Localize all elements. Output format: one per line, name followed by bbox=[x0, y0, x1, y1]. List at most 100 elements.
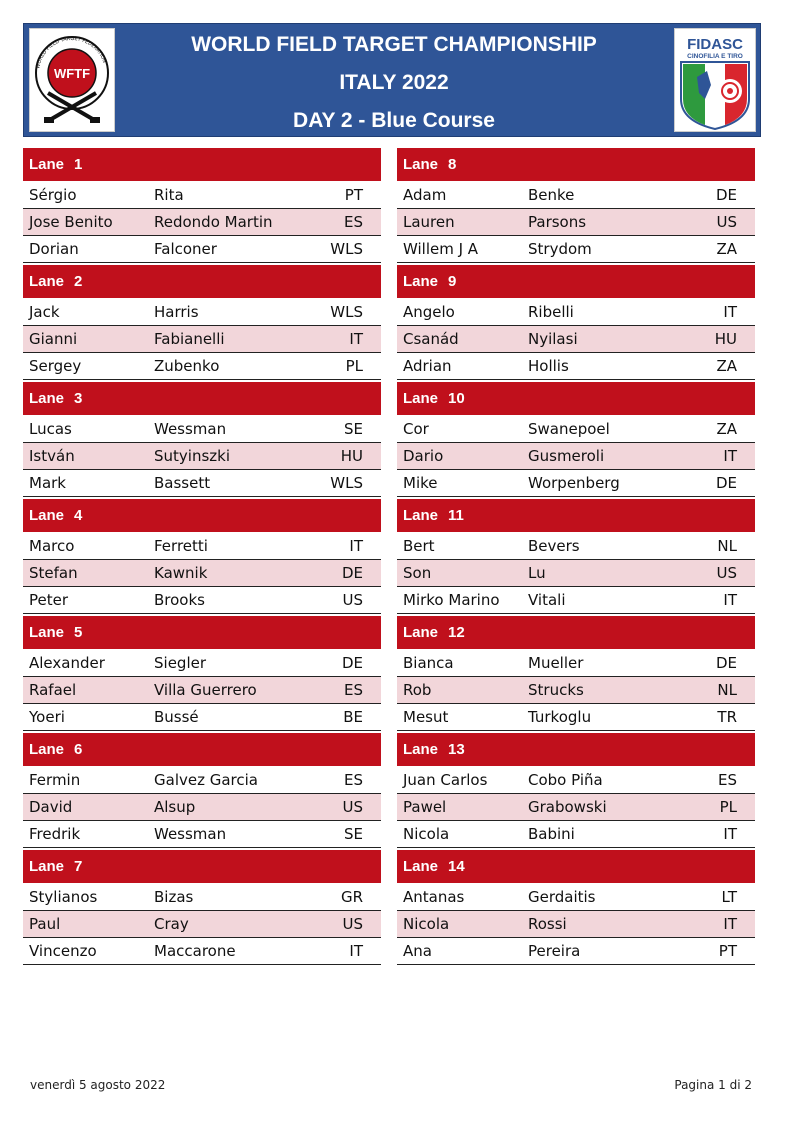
country-code-cell: TR bbox=[717, 708, 737, 726]
last-name-cell: Bevers bbox=[528, 537, 580, 555]
country-code-cell: PT bbox=[718, 942, 737, 960]
country-code-cell: US bbox=[716, 564, 737, 582]
first-name-cell: Dorian bbox=[29, 240, 79, 258]
first-name-cell: Alexander bbox=[29, 654, 105, 672]
lane-block: Lane 4 Marco Ferretti IT Stefan Kawnik DE Peter B… bbox=[23, 499, 381, 614]
country-code-cell: NL bbox=[717, 681, 737, 699]
last-name-cell: Alsup bbox=[154, 798, 196, 816]
title-line-3: DAY 2 - Blue Course bbox=[293, 109, 495, 132]
country-code-cell: ES bbox=[344, 213, 363, 231]
country-code-cell: PL bbox=[719, 798, 737, 816]
table-row: Alexander Siegler DE bbox=[23, 650, 381, 677]
first-name-cell: Jose Benito bbox=[29, 213, 113, 231]
title-line-1: WORLD FIELD TARGET CHAMPIONSHIP bbox=[191, 33, 597, 56]
country-code-cell: ES bbox=[344, 771, 363, 789]
table-row: Fredrik Wessman SE bbox=[23, 821, 381, 848]
lane-label: Lane bbox=[29, 390, 65, 407]
first-name-cell: Ana bbox=[403, 942, 432, 960]
lane-number: 7 bbox=[74, 858, 83, 875]
lane-header: Lane 5 bbox=[23, 616, 381, 649]
last-name-cell: Gusmeroli bbox=[528, 447, 605, 465]
first-name-cell: Jack bbox=[29, 303, 60, 321]
country-code-cell: US bbox=[342, 798, 363, 816]
table-row: Mirko Marino Vitali IT bbox=[397, 587, 755, 614]
last-name-cell: Ferretti bbox=[154, 537, 208, 555]
table-row: David Alsup US bbox=[23, 794, 381, 821]
first-name-cell: Peter bbox=[29, 591, 69, 609]
footer-page-number: Pagina 1 di 2 bbox=[674, 1078, 752, 1092]
first-name-cell: Son bbox=[403, 564, 432, 582]
last-name-cell: Parsons bbox=[528, 213, 587, 231]
title-block: WORLD FIELD TARGET CHAMPIONSHIP ITALY 20… bbox=[124, 26, 664, 140]
last-name-cell: Turkoglu bbox=[528, 708, 592, 726]
table-row: Rob Strucks NL bbox=[397, 677, 755, 704]
country-code-cell: LT bbox=[721, 888, 737, 906]
table-row: Juan Carlos Cobo Piña ES bbox=[397, 767, 755, 794]
last-name-cell: Wessman bbox=[154, 420, 227, 438]
country-code-cell: BE bbox=[343, 708, 363, 726]
svg-text:CINOFILIA E TIRO: CINOFILIA E TIRO bbox=[687, 53, 743, 60]
table-row: Sérgio Rita PT bbox=[23, 182, 381, 209]
lane-number: 12 bbox=[448, 624, 465, 641]
table-row: Dorian Falconer WLS bbox=[23, 236, 381, 263]
lane-header: Lane 13 bbox=[397, 733, 755, 766]
first-name-cell: Lauren bbox=[403, 213, 455, 231]
country-code-cell: HU bbox=[714, 330, 737, 348]
lane-header: Lane 2 bbox=[23, 265, 381, 298]
first-name-cell: Rob bbox=[403, 681, 432, 699]
first-name-cell: Willem J A bbox=[403, 240, 479, 258]
table-row: Vincenzo Maccarone IT bbox=[23, 938, 381, 965]
last-name-cell: Babini bbox=[528, 825, 575, 843]
table-row: Mesut Turkoglu TR bbox=[397, 704, 755, 731]
last-name-cell: Benke bbox=[528, 186, 575, 204]
last-name-cell: Wessman bbox=[154, 825, 227, 843]
last-name-cell: Siegler bbox=[154, 654, 207, 672]
first-name-cell: Mike bbox=[403, 474, 438, 492]
country-code-cell: NL bbox=[717, 537, 737, 555]
lane-number: 1 bbox=[74, 156, 83, 173]
country-code-cell: US bbox=[342, 915, 363, 933]
lane-block: Lane 1 Sérgio Rita PT Jose Benito Redondo Mart… bbox=[23, 148, 381, 263]
first-name-cell: Stylianos bbox=[29, 888, 98, 906]
title-line-2: ITALY 2022 bbox=[339, 71, 449, 94]
first-name-cell: David bbox=[29, 798, 73, 816]
table-row: Bert Bevers NL bbox=[397, 533, 755, 560]
table-row: Lauren Parsons US bbox=[397, 209, 755, 236]
lane-label: Lane bbox=[403, 741, 439, 758]
first-name-cell: Stefan bbox=[29, 564, 78, 582]
last-name-cell: Nyilasi bbox=[528, 330, 578, 348]
table-row: Fermin Galvez Garcia ES bbox=[23, 767, 381, 794]
last-name-cell: Harris bbox=[154, 303, 199, 321]
table-row: Dario Gusmeroli IT bbox=[397, 443, 755, 470]
country-code-cell: IT bbox=[723, 825, 737, 843]
lane-number: 9 bbox=[448, 273, 457, 290]
first-name-cell: Mesut bbox=[403, 708, 449, 726]
lane-number: 6 bbox=[74, 741, 83, 758]
first-name-cell: Angelo bbox=[403, 303, 455, 321]
last-name-cell: Bussé bbox=[154, 708, 199, 726]
country-code-cell: IT bbox=[723, 915, 737, 933]
first-name-cell: Adam bbox=[403, 186, 447, 204]
country-code-cell: DE bbox=[715, 186, 737, 204]
first-name-cell: Dario bbox=[403, 447, 444, 465]
lane-number: 11 bbox=[448, 507, 464, 524]
first-name-cell: Rafael bbox=[29, 681, 77, 699]
table-row: István Sutyinszki HU bbox=[23, 443, 381, 470]
first-name-cell: Mirko Marino bbox=[403, 591, 500, 609]
table-row: Jack Harris WLS bbox=[23, 299, 381, 326]
lane-label: Lane bbox=[403, 156, 439, 173]
table-row: Yoeri Bussé BE bbox=[23, 704, 381, 731]
last-name-cell: Strydom bbox=[528, 240, 592, 258]
lane-header: Lane 12 bbox=[397, 616, 755, 649]
table-row: Mark Bassett WLS bbox=[23, 470, 381, 497]
country-code-cell: WLS bbox=[330, 303, 363, 321]
first-name-cell: Gianni bbox=[29, 330, 78, 348]
first-name-cell: Yoeri bbox=[29, 708, 65, 726]
last-name-cell: Vitali bbox=[528, 591, 566, 609]
country-code-cell: DE bbox=[341, 564, 363, 582]
country-code-cell: IT bbox=[349, 330, 363, 348]
table-row: Angelo Ribelli IT bbox=[397, 299, 755, 326]
first-name-cell: Pawel bbox=[403, 798, 447, 816]
lane-block: Lane 13 Juan Carlos Cobo Piña ES Pawel Grabows… bbox=[397, 733, 755, 848]
first-name-cell: Fermin bbox=[29, 771, 81, 789]
